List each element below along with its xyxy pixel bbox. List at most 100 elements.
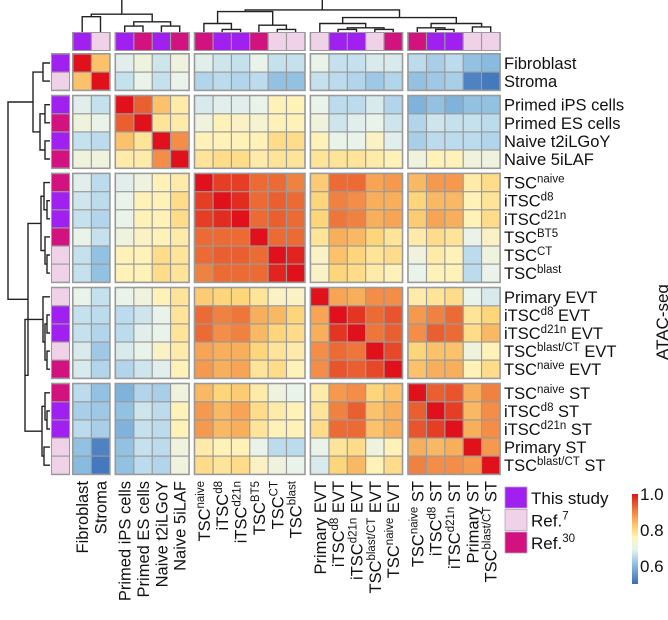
heatmap-cell <box>482 324 500 342</box>
heatmap-cell <box>408 54 426 72</box>
row-label: TSCnaive ST <box>504 384 590 403</box>
heatmap-cell <box>152 150 170 168</box>
row-label: Primary EVT <box>504 289 598 307</box>
label-base: TSC <box>251 502 269 535</box>
label-suffix: ST <box>553 403 579 421</box>
heatmap-cell <box>232 360 250 378</box>
heatmap-cell <box>287 72 305 90</box>
heatmap-cell <box>268 402 286 420</box>
heatmap-cell <box>445 264 463 282</box>
heatmap-cell <box>408 246 426 264</box>
heatmap-cell <box>445 456 463 474</box>
column-label: Naive t2iLGoY <box>153 481 171 587</box>
heatmap-cell <box>347 456 366 474</box>
label-base: iTSC <box>233 507 251 544</box>
column-label: TSCnaive <box>195 481 214 542</box>
heatmap-cell <box>171 360 189 378</box>
heatmap-cell <box>384 324 402 342</box>
heatmap-cell <box>91 96 110 114</box>
label-base: iTSC <box>504 193 541 211</box>
dendrogram-branch <box>374 28 394 32</box>
label-superscript: d8 <box>541 306 554 318</box>
column-source-swatch <box>463 33 481 50</box>
heatmap-cell <box>287 342 305 360</box>
heatmap-cell <box>171 306 189 324</box>
dendrogram-branch <box>258 24 288 32</box>
column-label: TSCCT <box>268 481 287 529</box>
heatmap-cell <box>152 54 170 72</box>
label-suffix: ST <box>409 481 427 507</box>
column-label: Primary ST <box>464 481 482 564</box>
heatmap-cell <box>91 54 110 72</box>
heatmap-cell <box>384 456 402 474</box>
heatmap-cell <box>384 420 402 438</box>
heatmap-cell <box>482 210 500 228</box>
heatmap-cell <box>445 72 463 90</box>
heatmap-cell <box>427 288 445 306</box>
heatmap-cell <box>213 150 231 168</box>
heatmap-cell <box>116 420 134 438</box>
heatmap-cell <box>268 174 286 192</box>
heatmap-cell <box>311 324 329 342</box>
heatmap-cell <box>152 402 170 420</box>
heatmap-cell <box>171 438 189 456</box>
heatmap-cell <box>116 306 134 324</box>
label-base: TSC <box>409 534 427 567</box>
heatmap-cell <box>347 96 366 114</box>
column-label: iTSCd21n <box>232 481 251 543</box>
label-base: TSC <box>504 385 537 403</box>
heatmap-cell <box>347 324 366 342</box>
heatmap-cell <box>91 72 110 90</box>
heatmap-cell <box>347 342 366 360</box>
heatmap-cell <box>311 306 329 324</box>
heatmap-cell <box>463 360 481 378</box>
label-base: Naive 5iLAF <box>504 151 594 169</box>
heatmap-cell <box>366 192 384 210</box>
row-label: iTSCd21n EVT <box>504 324 603 343</box>
heatmap-cell <box>463 192 481 210</box>
heatmap-cell <box>329 456 347 474</box>
column-source-swatch <box>347 33 366 50</box>
heatmap-cell <box>91 384 110 402</box>
column-label: iTSCd21n EVT <box>348 481 367 580</box>
heatmap-cell <box>250 72 268 90</box>
heatmap-cell <box>91 210 110 228</box>
heatmap-cell <box>366 402 384 420</box>
column-source-swatch <box>91 33 110 50</box>
heatmap-cell <box>445 306 463 324</box>
dendrogram-branch <box>121 0 323 15</box>
heatmap-cell <box>463 264 481 282</box>
heatmap-cell <box>91 132 110 150</box>
heatmap-cell <box>384 360 402 378</box>
heatmap-cell <box>347 192 366 210</box>
heatmap-cell <box>311 246 329 264</box>
heatmap-cell <box>366 132 384 150</box>
label-base: TSC <box>288 505 306 538</box>
row-source-swatch <box>52 438 69 456</box>
heatmap-cell <box>384 306 402 324</box>
row-label: Primed ES cells <box>504 115 620 133</box>
column-source-swatch <box>287 33 305 50</box>
heatmap-cell <box>384 402 402 420</box>
row-label: Primed iPS cells <box>504 97 624 115</box>
heatmap-cell <box>250 246 268 264</box>
label-superscript: d21n <box>541 210 567 222</box>
dendrogram-branch <box>42 62 50 82</box>
heatmap-cell <box>232 174 250 192</box>
heatmap-cell <box>311 132 329 150</box>
heatmap-cell <box>171 324 189 342</box>
heatmap-cell <box>116 114 134 132</box>
heatmap-cell <box>329 438 347 456</box>
label-base: Primary EVT <box>504 289 598 307</box>
heatmap-cell <box>427 114 445 132</box>
heatmap-cell <box>152 456 170 474</box>
heatmap-cell <box>268 264 286 282</box>
heatmap-cell <box>408 72 426 90</box>
heatmap-cell <box>250 306 268 324</box>
heatmap-cell <box>152 210 170 228</box>
heatmap-cell <box>268 54 286 72</box>
column-source-swatch <box>427 33 445 50</box>
annotation-frame <box>51 94 70 170</box>
heatmap-cell <box>408 420 426 438</box>
